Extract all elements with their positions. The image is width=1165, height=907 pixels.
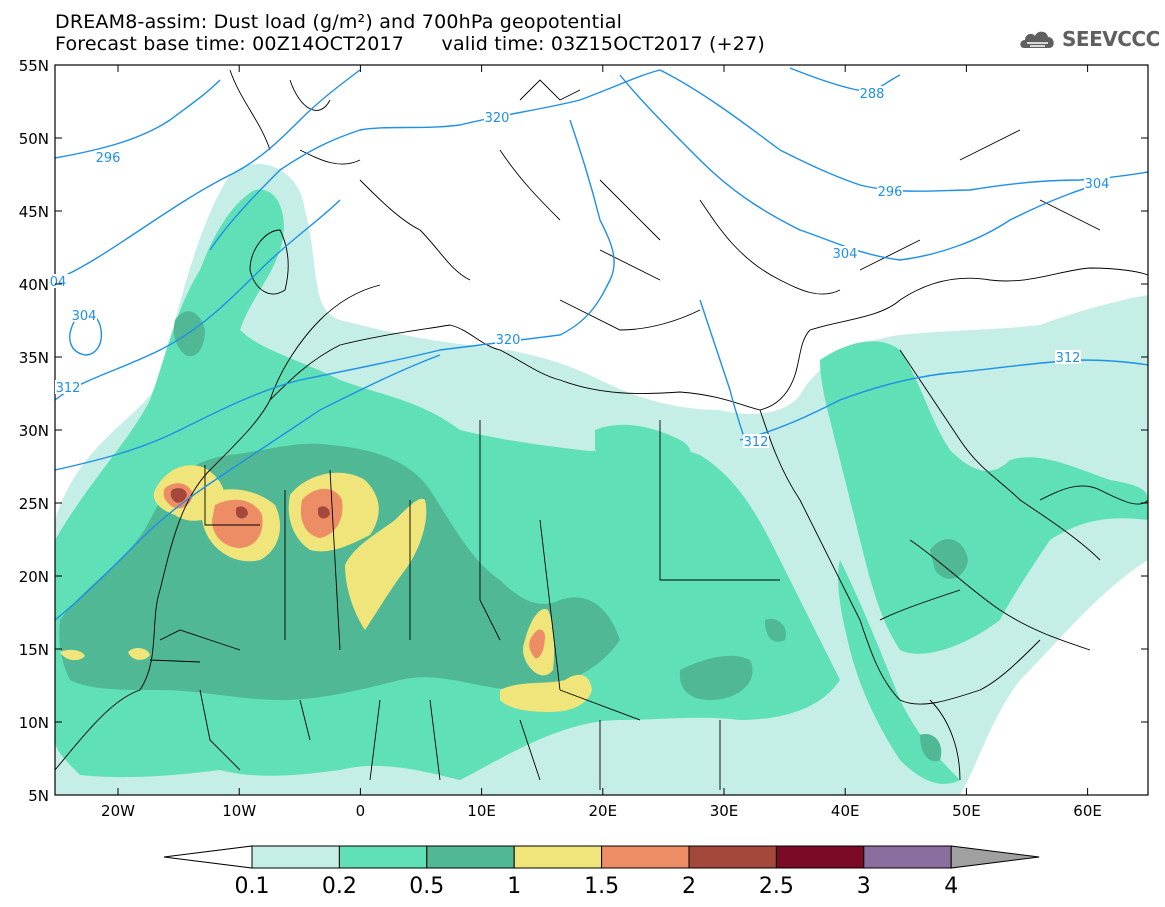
contour-label: 312: [56, 381, 81, 396]
dust-field-level-2: [170, 487, 330, 519]
axis-ticks: [55, 64, 1148, 796]
contour-label-bg: [55, 380, 81, 394]
contour-label: 296: [96, 151, 121, 166]
colorbar-swatch: [688, 845, 777, 869]
contour-label-bg: [743, 434, 769, 448]
lat-label: 30N: [19, 422, 49, 440]
contour-label: 312: [744, 435, 769, 450]
colorbar-under-arrow: [163, 845, 253, 869]
map-title-line-2: Forecast base time: 00Z14OCT2017 valid t…: [55, 33, 765, 55]
lon-label: 20E: [589, 802, 618, 820]
lon-label: 10E: [467, 802, 496, 820]
colorbar-swatch: [251, 845, 340, 869]
contour-label-bg: [484, 110, 510, 124]
lat-label: 55N: [19, 57, 49, 75]
contour-label: 312: [1056, 351, 1081, 366]
lon-label: 0: [356, 802, 366, 820]
lon-label: 10W: [222, 802, 256, 820]
longitude-labels: 20W 10W 0 10E 20E 30E 40E 50E 60E: [101, 802, 1102, 820]
colorbar-swatch: [775, 845, 865, 869]
lat-label: 20N: [19, 568, 49, 586]
contour-label: 04: [50, 275, 67, 290]
contour-label-bg: [71, 308, 97, 322]
lat-label: 45N: [19, 203, 49, 221]
country-borders: [55, 69, 1148, 790]
lat-label: 35N: [19, 349, 49, 367]
contour-label: 288: [860, 87, 885, 102]
colorbar-over-arrow: [950, 845, 1040, 869]
lon-label: 30E: [710, 802, 739, 820]
lon-label: 40E: [831, 802, 860, 820]
lon-label: 20W: [101, 802, 135, 820]
lat-label: 10N: [19, 714, 49, 732]
contour-label: 296: [878, 185, 903, 200]
contour-label-bg: [859, 86, 885, 100]
colorbar-tick-label: 1: [507, 874, 521, 899]
colorbar-tick-label: 2: [682, 874, 696, 899]
contour-label: 304: [72, 309, 97, 324]
colorbar-tick-label: 1.5: [584, 874, 619, 899]
lat-label: 15N: [19, 641, 49, 659]
contour-label: 304: [1085, 177, 1110, 192]
dust-load-field: [55, 163, 1148, 795]
lat-label: 25N: [19, 495, 49, 513]
logo-text: SEEVCCC: [1062, 27, 1160, 51]
colorbar-swatch: [863, 845, 952, 869]
colorbar-tick-label: 3: [857, 874, 871, 899]
contour-label: 320: [496, 333, 521, 348]
cloud-icon: [1020, 31, 1054, 48]
colorbar-tick-label: 0.1: [235, 874, 270, 899]
seevccc-logo: SEEVCCC: [1018, 24, 1160, 54]
contour-label-bg: [832, 246, 858, 260]
lat-label: 5N: [28, 787, 49, 805]
colorbar: 0.1 0.2 0.5 1 1.5 2 2.5 3 4: [163, 845, 1040, 899]
lon-label: 50E: [952, 802, 981, 820]
contour-label-bg: [877, 184, 903, 198]
map-title-line-1: DREAM8-assim: Dust load (g/m²) and 700hP…: [55, 11, 623, 33]
colorbar-tick-label: 4: [944, 874, 958, 899]
contour-label-bg: [95, 150, 121, 164]
contour-label-bg: [1084, 176, 1110, 190]
colorbar-swatch: [513, 845, 603, 869]
colorbar-tick-label: 0.5: [409, 874, 444, 899]
lon-label: 60E: [1073, 802, 1102, 820]
colorbar-swatch: [601, 845, 690, 869]
contour-label: 304: [833, 247, 858, 262]
geopotential-contours: [55, 67, 1148, 621]
contour-label: 320: [485, 111, 510, 126]
latitude-labels: 55N 50N 45N 40N 35N 30N 25N 20N 15N 10N 5N: [19, 57, 49, 805]
colorbar-swatch: [338, 845, 428, 869]
colorbar-tick-label: 2.5: [759, 874, 794, 899]
contour-label-bg: [1055, 350, 1081, 364]
contour-label-bg: [45, 274, 71, 288]
lat-label: 40N: [19, 276, 49, 294]
contour-labels: 296 288 320 296 304 304 304 04 312 320 312 312: [45, 86, 1110, 450]
colorbar-tick-label: 0.2: [322, 874, 357, 899]
lat-label: 50N: [19, 130, 49, 148]
colorbar-swatch: [426, 845, 515, 869]
contour-label-bg: [495, 332, 521, 346]
